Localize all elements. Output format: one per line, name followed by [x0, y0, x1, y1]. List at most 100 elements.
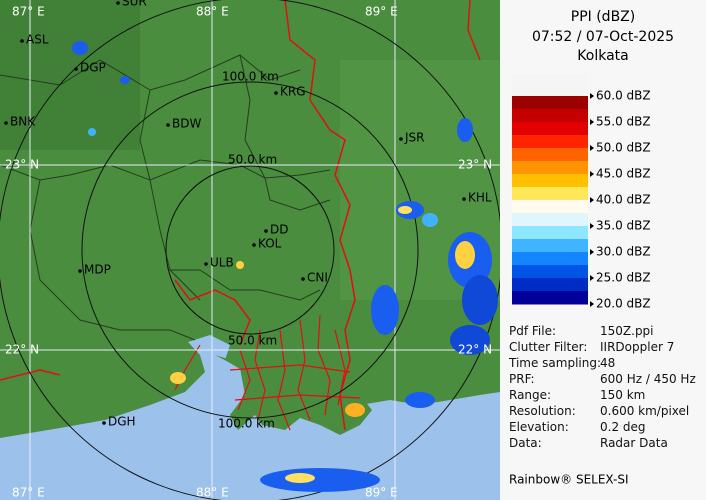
info-key: Pdf File:	[509, 324, 557, 338]
scale-band	[512, 148, 588, 162]
scale-band	[512, 109, 588, 123]
graticule-label: 87° E	[12, 5, 45, 19]
city-marker	[301, 277, 305, 281]
scale-arrow	[590, 93, 594, 99]
info-key: Data:	[509, 436, 542, 450]
city-label: KOL	[258, 237, 282, 251]
info-val: IIRDoppler 7	[600, 340, 675, 354]
color-scale: 60.0 dBZ 55.0 dBZ 50.0 dBZ 45.0 dBZ 40.0 dBZ…	[512, 89, 651, 311]
timestamp: 07:52 / 07-Oct-2025	[532, 29, 674, 45]
city-label: DGP	[80, 61, 106, 75]
scale-label: 20.0 dBZ	[596, 297, 651, 311]
info-key: Time sampling:	[509, 356, 602, 370]
scale-band	[512, 291, 588, 305]
info-val: Radar Data	[600, 436, 668, 450]
scale-band	[512, 161, 588, 175]
scale-band	[512, 122, 588, 136]
footer: Rainbow® SELEX-SI	[509, 473, 629, 487]
ring-label: 50.0 km	[228, 334, 277, 348]
graticule-label: 22° N	[5, 343, 39, 357]
graticule-label: 87° E	[12, 486, 45, 500]
scale-label: 25.0 dBZ	[596, 271, 651, 285]
city-label: KHL	[468, 191, 492, 205]
scale-band	[512, 200, 588, 214]
scale-arrow	[590, 145, 594, 151]
graticule-label: 22° N	[458, 343, 492, 357]
city-marker	[4, 121, 8, 125]
district-borders	[0, 54, 331, 341]
city-label: BNK	[10, 115, 36, 129]
city-label: KRG	[280, 85, 306, 99]
city-label: ULB	[210, 256, 234, 270]
scale-label: 60.0 dBZ	[596, 89, 651, 103]
land-shade	[0, 0, 140, 150]
city-marker	[78, 269, 82, 273]
panel-graphics: PPI (dBZ) 07:52 / 07-Oct-2025 Kolkata 60…	[509, 9, 674, 487]
graticule-label: 88° E	[196, 5, 229, 19]
city-marker	[74, 67, 78, 71]
ring-label: 100.0 km	[218, 417, 275, 431]
scale-arrow	[590, 223, 594, 229]
info-key: Clutter Filter:	[509, 340, 588, 354]
info-panel: PPI (dBZ) 07:52 / 07-Oct-2025 Kolkata 60…	[500, 0, 706, 500]
city-label: JSR	[404, 131, 425, 145]
scale-band	[512, 187, 588, 201]
city-marker	[116, 1, 120, 5]
graticule-label: 89° E	[365, 486, 398, 500]
city-marker	[204, 262, 208, 266]
city-marker	[252, 243, 256, 247]
scale-band	[512, 226, 588, 240]
info-key: PRF:	[509, 372, 535, 386]
info-key: Range:	[509, 388, 552, 402]
scale-arrow	[590, 275, 594, 281]
info-val: 0.2 deg	[600, 420, 646, 434]
scale-band	[512, 239, 588, 253]
city-marker	[20, 39, 24, 43]
info-key: Elevation:	[509, 420, 569, 434]
info-val: 150Z.ppi	[600, 324, 654, 338]
scale-band	[512, 96, 588, 110]
scale-band	[512, 278, 588, 292]
city-label: DD	[270, 223, 288, 237]
ring-label: 100.0 km	[222, 70, 279, 84]
city-marker	[102, 421, 106, 425]
station: Kolkata	[577, 48, 628, 64]
scale-arrow	[590, 119, 594, 125]
info-val: 0.600 km/pixel	[600, 404, 690, 418]
city-marker	[166, 123, 170, 127]
info-val: 150 km	[600, 388, 646, 402]
scale-arrow	[590, 171, 594, 177]
info-val: 600 Hz / 450 Hz	[600, 372, 696, 386]
graticule-label: 89° E	[365, 5, 398, 19]
graticule	[0, 0, 500, 500]
city-label: CNI	[307, 271, 328, 285]
scale-label: 40.0 dBZ	[596, 193, 651, 207]
graticule-label: 23° N	[5, 158, 39, 172]
scale-arrow	[590, 301, 594, 307]
echoes	[72, 41, 498, 492]
range-rings	[0, 0, 500, 500]
city-label: SUR	[122, 0, 147, 9]
scale-arrow	[590, 197, 594, 203]
scale-label: 45.0 dBZ	[596, 167, 651, 181]
scale-label: 30.0 dBZ	[596, 245, 651, 259]
scale-label: 35.0 dBZ	[596, 219, 651, 233]
scale-band	[512, 213, 588, 227]
scale-band	[512, 265, 588, 279]
checker	[512, 74, 588, 96]
city-marker	[264, 229, 268, 233]
graticule-label: 23° N	[458, 158, 492, 172]
city-label: MDP	[84, 263, 111, 277]
city-marker	[274, 91, 278, 95]
scale-label: 50.0 dBZ	[596, 141, 651, 155]
city-label: BDW	[172, 117, 201, 131]
city-marker	[399, 137, 403, 141]
scale-band	[512, 174, 588, 188]
city-label: DGH	[108, 415, 136, 429]
scale-label: 55.0 dBZ	[596, 115, 651, 129]
scale-band	[512, 135, 588, 149]
info-key: Resolution:	[509, 404, 576, 418]
city-marker	[462, 197, 466, 201]
